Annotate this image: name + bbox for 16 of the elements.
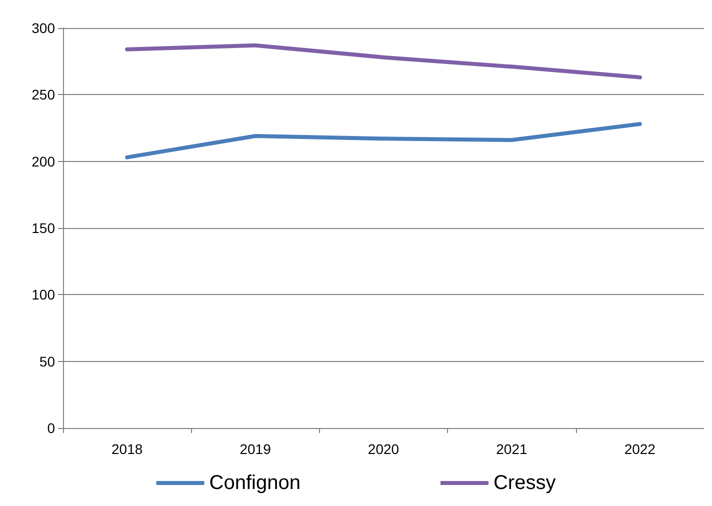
x-tick-label: 2018: [112, 441, 143, 457]
x-tick-label: 2020: [368, 441, 400, 457]
y-tick-label: 100: [32, 286, 56, 303]
y-tick-label: 200: [32, 153, 56, 170]
y-tick-label: 0: [47, 420, 56, 436]
x-tick-label: 2019: [240, 441, 272, 457]
x-tick-label: 2021: [496, 441, 528, 457]
y-tick-label: 300: [32, 20, 56, 36]
x-tick-label: 2022: [624, 441, 656, 457]
line-series: [125, 122, 642, 160]
legend-label: Confignon: [209, 472, 300, 494]
y-tick-label: 50: [39, 353, 56, 370]
line-series: [125, 43, 642, 80]
y-tick-label: 250: [32, 86, 56, 103]
y-tick-label: 150: [32, 220, 56, 236]
legend-label: Cressy: [493, 472, 556, 494]
